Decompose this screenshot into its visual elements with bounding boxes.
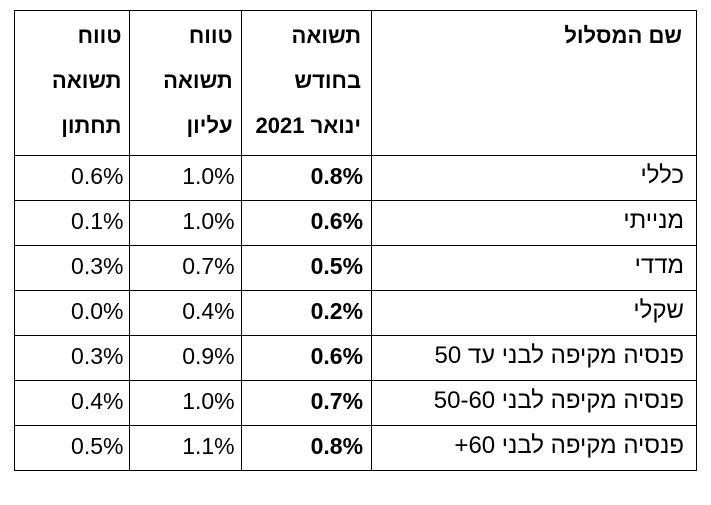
- header-monthly-return: תשואה בחודש ינואר 2021: [240, 10, 373, 156]
- track-name-cell: מדדי: [371, 245, 697, 291]
- lower-range-cell: 0.4%: [13, 380, 131, 426]
- monthly-return-cell: 0.2%: [240, 290, 373, 336]
- upper-range-cell: 0.9%: [129, 335, 242, 381]
- track-name-cell: פנסיה מקיפה לבני 50-60: [371, 380, 697, 426]
- lower-range-cell: 0.3%: [13, 245, 131, 291]
- monthly-return-cell: 0.8%: [240, 425, 373, 471]
- table-row: פנסיה מקיפה לבני 60+ 0.8% 1.1% 0.5%: [13, 425, 697, 471]
- table-row: מדדי 0.5% 0.7% 0.3%: [13, 245, 697, 291]
- table-row: כללי 0.8% 1.0% 0.6%: [13, 155, 697, 201]
- header-lower-range: טווח תשואה תחתון: [13, 10, 131, 156]
- header-line: בחודש: [294, 68, 362, 93]
- lower-range-cell: 0.0%: [13, 290, 131, 336]
- lower-range-cell: 0.1%: [13, 200, 131, 246]
- upper-range-cell: 1.1%: [129, 425, 242, 471]
- header-line: טווח: [77, 23, 122, 48]
- table-header-row: שם המסלול תשואה בחודש ינואר 2021 טווח תש…: [13, 10, 697, 156]
- upper-range-cell: 1.0%: [129, 200, 242, 246]
- header-upper-range: טווח תשואה עליון: [129, 10, 242, 156]
- header-line: ינואר 2021: [255, 113, 362, 138]
- monthly-return-cell: 0.7%: [240, 380, 373, 426]
- lower-range-cell: 0.3%: [13, 335, 131, 381]
- track-name-cell: מנייתי: [371, 200, 697, 246]
- table-row: מנייתי 0.6% 1.0% 0.1%: [13, 200, 697, 246]
- header-line: תשואה: [163, 68, 233, 93]
- table-row: פנסיה מקיפה לבני עד 50 0.6% 0.9% 0.3%: [13, 335, 697, 381]
- returns-table-container: שם המסלול תשואה בחודש ינואר 2021 טווח תש…: [13, 10, 697, 471]
- header-track-name: שם המסלול: [371, 10, 697, 156]
- table-row: שקלי 0.2% 0.4% 0.0%: [13, 290, 697, 336]
- monthly-return-cell: 0.8%: [240, 155, 373, 201]
- header-line: שם המסלול: [564, 23, 682, 48]
- upper-range-cell: 1.0%: [129, 155, 242, 201]
- track-name-cell: שקלי: [371, 290, 697, 336]
- header-line: תשואה: [291, 23, 362, 48]
- header-line: טווח: [188, 23, 233, 48]
- header-line: עליון: [186, 113, 233, 138]
- monthly-return-cell: 0.6%: [240, 200, 373, 246]
- header-line: תשואה: [51, 68, 122, 93]
- returns-table: שם המסלול תשואה בחודש ינואר 2021 טווח תש…: [13, 10, 697, 471]
- monthly-return-cell: 0.5%: [240, 245, 373, 291]
- upper-range-cell: 1.0%: [129, 380, 242, 426]
- track-name-cell: כללי: [371, 155, 697, 201]
- upper-range-cell: 0.4%: [129, 290, 242, 336]
- track-name-cell: פנסיה מקיפה לבני עד 50: [371, 335, 697, 381]
- track-name-cell: פנסיה מקיפה לבני 60+: [371, 425, 697, 471]
- lower-range-cell: 0.5%: [13, 425, 131, 471]
- monthly-return-cell: 0.6%: [240, 335, 373, 381]
- header-line: תחתון: [61, 113, 122, 138]
- table-row: פנסיה מקיפה לבני 50-60 0.7% 1.0% 0.4%: [13, 380, 697, 426]
- lower-range-cell: 0.6%: [13, 155, 131, 201]
- upper-range-cell: 0.7%: [129, 245, 242, 291]
